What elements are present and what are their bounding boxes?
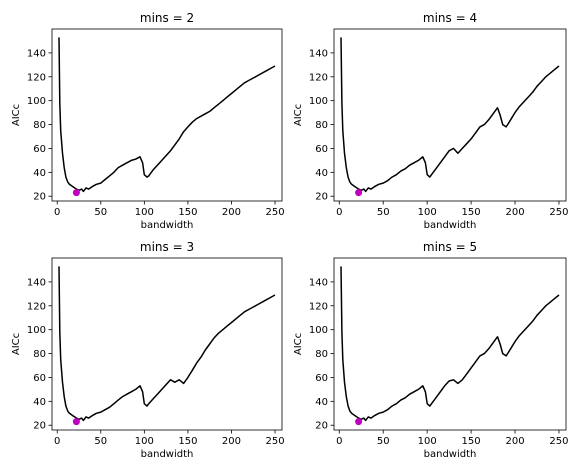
y-tick-label: 40 bbox=[33, 168, 46, 179]
y-tick-label: 40 bbox=[315, 168, 328, 179]
y-axis-label: AICc bbox=[293, 333, 304, 355]
x-tick-label: 0 bbox=[336, 207, 342, 218]
y-tick-label: 140 bbox=[309, 48, 328, 59]
x-tick-label: 50 bbox=[377, 207, 390, 218]
y-tick-label: 60 bbox=[315, 144, 328, 155]
x-tick-label: 200 bbox=[222, 436, 241, 447]
x-tick-label: 100 bbox=[135, 436, 154, 447]
y-tick-label: 80 bbox=[315, 349, 328, 360]
x-tick-label: 250 bbox=[549, 207, 568, 218]
x-tick-label: 0 bbox=[54, 436, 60, 447]
subplot-title: mins = 4 bbox=[423, 11, 477, 25]
y-tick-label: 20 bbox=[33, 421, 46, 432]
y-axis-label: AICc bbox=[11, 333, 22, 355]
subplot-1: 0 50 100 150 200 250 20 40 60 80 100 120 140 mins = 2… bbox=[11, 11, 285, 231]
y-tick-label: 20 bbox=[33, 192, 46, 203]
x-axis-label: bandwidth bbox=[424, 220, 477, 231]
series-line-1 bbox=[340, 37, 560, 193]
y-tick-label: 120 bbox=[27, 301, 46, 312]
series-line-1 bbox=[58, 37, 276, 193]
subplot-2: 0 50 100 150 200 250 20 40 60 80 100 120 140 mins = 4… bbox=[293, 11, 569, 231]
axes-frame bbox=[333, 257, 567, 431]
min-aicc-marker bbox=[72, 418, 80, 426]
x-tick-label: 250 bbox=[549, 436, 568, 447]
y-tick-label: 140 bbox=[27, 277, 46, 288]
y-tick-label: 40 bbox=[33, 397, 46, 408]
x-axis-label: bandwidth bbox=[141, 449, 194, 460]
y-tick-label: 20 bbox=[315, 421, 328, 432]
y-tick-label: 60 bbox=[315, 373, 328, 384]
y-tick-label: 60 bbox=[33, 373, 46, 384]
series-line-1 bbox=[340, 266, 560, 422]
y-tick-label: 80 bbox=[33, 120, 46, 131]
x-tick-label: 250 bbox=[265, 207, 284, 218]
x-axis-label: bandwidth bbox=[424, 449, 477, 460]
x-tick-label: 250 bbox=[265, 436, 284, 447]
series-line-1 bbox=[58, 266, 276, 422]
x-tick-label: 100 bbox=[135, 207, 154, 218]
subplot-title: mins = 3 bbox=[140, 240, 194, 254]
min-aicc-marker bbox=[72, 189, 80, 197]
x-tick-label: 150 bbox=[462, 436, 481, 447]
x-tick-label: 150 bbox=[178, 436, 197, 447]
x-tick-label: 0 bbox=[54, 207, 60, 218]
x-tick-label: 200 bbox=[505, 207, 524, 218]
x-tick-label: 200 bbox=[222, 207, 241, 218]
x-tick-label: 100 bbox=[418, 207, 437, 218]
y-tick-label: 80 bbox=[315, 120, 328, 131]
axes-frame bbox=[51, 28, 283, 202]
y-tick-label: 20 bbox=[315, 192, 328, 203]
axes-frame bbox=[333, 28, 567, 202]
x-tick-label: 50 bbox=[94, 436, 107, 447]
y-tick-label: 120 bbox=[27, 72, 46, 83]
x-tick-label: 150 bbox=[462, 207, 481, 218]
y-tick-label: 100 bbox=[309, 96, 328, 107]
x-tick-label: 150 bbox=[178, 207, 197, 218]
y-tick-label: 120 bbox=[309, 301, 328, 312]
y-axis-label: AICc bbox=[293, 104, 304, 126]
y-tick-label: 120 bbox=[309, 72, 328, 83]
y-tick-label: 100 bbox=[27, 325, 46, 336]
y-tick-label: 100 bbox=[309, 325, 328, 336]
min-aicc-marker bbox=[355, 418, 363, 426]
y-tick-label: 40 bbox=[315, 397, 328, 408]
y-tick-label: 140 bbox=[27, 48, 46, 59]
y-tick-label: 100 bbox=[27, 96, 46, 107]
y-axis-label: AICc bbox=[11, 104, 22, 126]
x-tick-label: 100 bbox=[418, 436, 437, 447]
x-axis-label: bandwidth bbox=[141, 220, 194, 231]
y-tick-label: 60 bbox=[33, 144, 46, 155]
x-tick-label: 50 bbox=[377, 436, 390, 447]
y-tick-label: 80 bbox=[33, 349, 46, 360]
x-tick-label: 0 bbox=[336, 436, 342, 447]
min-aicc-marker bbox=[355, 189, 363, 197]
x-tick-label: 50 bbox=[94, 207, 107, 218]
x-tick-label: 200 bbox=[505, 436, 524, 447]
axes-frame bbox=[51, 257, 283, 431]
subplot-title: mins = 5 bbox=[423, 240, 477, 254]
subplot-3: 0 50 100 150 200 250 20 40 60 80 100 120 140 mins = 3… bbox=[11, 240, 285, 460]
y-tick-label: 140 bbox=[309, 277, 328, 288]
subplot-title: mins = 2 bbox=[140, 11, 194, 25]
subplot-4: 0 50 100 150 200 250 20 40 60 80 100 120 140 mins = 5… bbox=[293, 240, 569, 460]
